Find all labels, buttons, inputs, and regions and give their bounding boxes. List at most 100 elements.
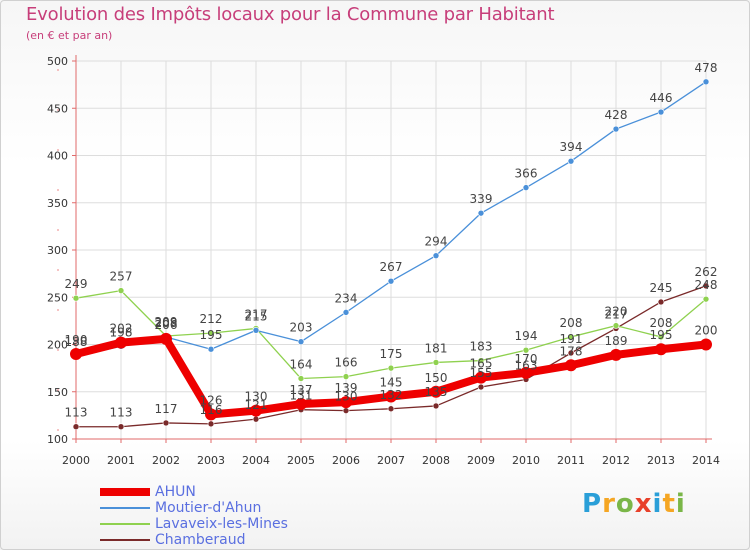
x-tick-label: 2007	[377, 454, 405, 467]
data-label: 257	[110, 270, 133, 284]
data-label: 135	[425, 385, 448, 399]
data-label: 126	[200, 393, 223, 407]
x-tick-label: 2006	[332, 454, 360, 467]
data-point	[522, 346, 530, 354]
data-point	[657, 108, 665, 116]
legend-item: AHUN	[100, 484, 360, 500]
data-point	[657, 333, 665, 341]
legend-item: Lavaveix-les-Mines	[100, 516, 360, 532]
data-label: 189	[605, 334, 628, 348]
data-label: 198	[110, 325, 133, 339]
legend-item: Moutier-d'Ahun	[100, 500, 360, 516]
logo-letter: i	[675, 489, 686, 519]
data-point	[522, 184, 530, 191]
x-tick-label: 2000	[62, 454, 90, 467]
data-label: 217	[605, 307, 628, 321]
data-label: 113	[110, 406, 133, 420]
x-tick-label: 2013	[647, 454, 675, 467]
legend-swatch	[100, 539, 150, 541]
data-label: 262	[695, 265, 718, 279]
data-point	[297, 338, 305, 345]
data-point	[115, 336, 127, 349]
data-label: 130	[335, 390, 358, 404]
data-point	[205, 408, 217, 421]
data-label: 166	[335, 356, 358, 370]
data-point	[612, 322, 620, 329]
data-point	[342, 407, 350, 414]
x-tick-label: 2005	[287, 454, 315, 467]
x-tick-label: 2012	[602, 454, 630, 467]
data-point	[250, 404, 262, 417]
data-label: 130	[245, 390, 268, 404]
x-tick-label: 2002	[152, 454, 180, 467]
data-label: 117	[155, 402, 178, 416]
data-label: 203	[290, 321, 313, 335]
data-label: 155	[470, 366, 493, 380]
data-label: 137	[290, 383, 313, 397]
data-label: 202	[110, 322, 133, 336]
data-label: 366	[515, 167, 538, 181]
y-tick-label: 450	[47, 102, 68, 115]
data-label: 245	[650, 281, 673, 295]
x-tick-labels: 2000 2001 2002 2003 2004 2005 2006 2007 2008 2009…	[62, 454, 720, 467]
data-point	[657, 298, 665, 306]
data-point	[297, 375, 305, 382]
x-tick-label: 2008	[422, 454, 450, 467]
data-point	[207, 420, 215, 428]
data-label: 428	[605, 108, 628, 122]
data-point	[340, 396, 352, 409]
data-label: 190	[65, 333, 88, 347]
logo-letter: r	[602, 489, 616, 519]
data-point	[477, 357, 485, 364]
data-point	[567, 333, 575, 341]
data-point	[477, 383, 485, 391]
chart-title: Evolution des Impôts locaux pour la Comm…	[26, 4, 555, 25]
data-point	[432, 252, 440, 259]
series-group	[70, 78, 712, 431]
y-tick-label: 500	[47, 55, 68, 68]
data-point	[702, 78, 710, 86]
data-point	[567, 157, 575, 165]
data-point	[475, 371, 487, 384]
data-point	[117, 423, 125, 431]
data-point	[387, 405, 395, 413]
x-tick-label: 2004	[242, 454, 270, 467]
data-label: 200	[695, 324, 718, 338]
x-tick-label: 2001	[107, 454, 135, 467]
data-point	[117, 287, 125, 294]
logo-letter: x	[634, 489, 653, 519]
data-point	[207, 345, 215, 353]
data-label: 220	[605, 305, 628, 319]
data-point	[567, 349, 575, 357]
data-point	[162, 419, 170, 427]
data-point	[252, 415, 260, 423]
proxiti-logo: Proxiti	[582, 489, 686, 519]
data-label: 163	[515, 358, 538, 372]
data-label: 181	[425, 341, 448, 355]
data-point	[207, 329, 215, 337]
x-tick-label: 2003	[197, 454, 225, 467]
chart-subtitle: (en € et par an)	[26, 29, 113, 42]
data-label: 139	[335, 381, 358, 395]
data-label: 208	[560, 316, 583, 330]
data-label: 145	[380, 375, 403, 389]
data-label: 248	[695, 278, 718, 292]
legend: AHUN Moutier-d'Ahun Lavaveix-les-Mines Cham…	[100, 484, 360, 548]
data-point	[565, 359, 577, 372]
data-point	[432, 402, 440, 410]
logo-letter: t	[662, 489, 676, 519]
data-label: 183	[470, 340, 493, 354]
data-label: 267	[380, 260, 403, 274]
data-label: 209	[155, 315, 178, 329]
data-label: 215	[245, 309, 268, 323]
data-point	[700, 338, 712, 351]
data-point	[252, 327, 260, 334]
legend-swatch	[100, 488, 150, 496]
data-label: 175	[380, 347, 403, 361]
y-tick-label: 100	[47, 433, 68, 446]
data-point	[432, 359, 440, 366]
data-point	[160, 332, 172, 345]
data-label: 394	[560, 140, 583, 154]
x-tick-label: 2014	[692, 454, 720, 467]
data-label: 446	[650, 91, 673, 105]
